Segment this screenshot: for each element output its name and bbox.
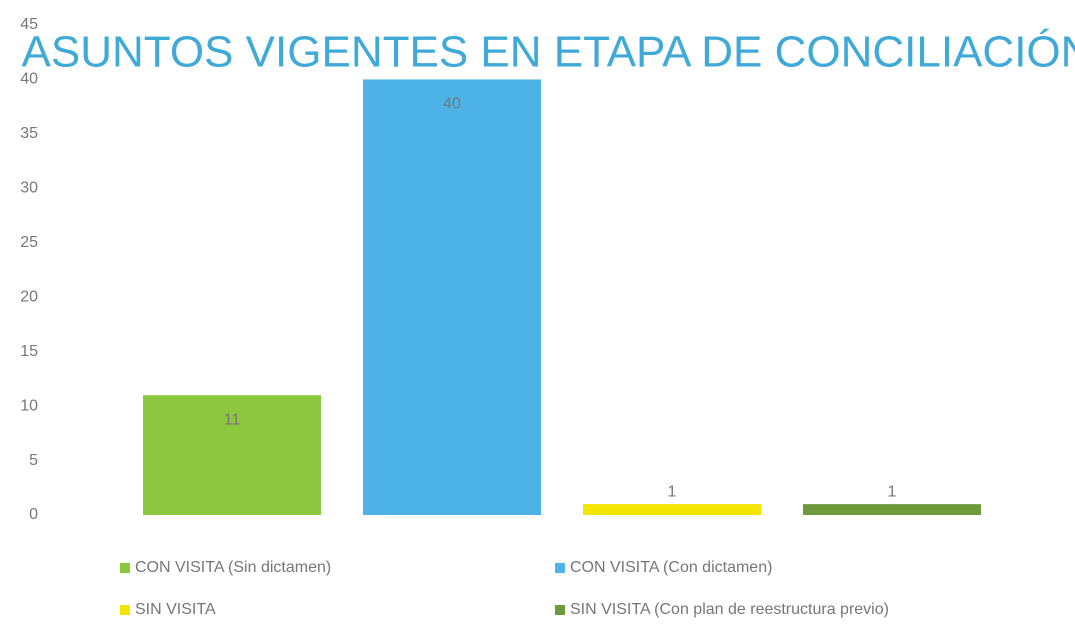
y-tick-label: 25 <box>20 234 38 251</box>
bar <box>143 395 321 515</box>
bar <box>583 504 761 515</box>
y-tick-label: 35 <box>20 125 38 142</box>
y-tick-label: 40 <box>20 71 38 88</box>
y-tick-label: 45 <box>20 16 38 33</box>
chart-title: ASUNTOS VIGENTES EN ETAPA DE CONCILIACIÓ… <box>22 28 1075 77</box>
y-tick-label: 30 <box>20 180 38 197</box>
legend-label: SIN VISITA <box>135 601 216 618</box>
y-tick-label: 0 <box>29 506 38 523</box>
y-tick-label: 5 <box>29 452 38 469</box>
data-label: 1 <box>888 483 897 500</box>
legend-swatch <box>555 563 565 573</box>
legend-label: SIN VISITA (Con plan de reestructura pre… <box>570 601 889 618</box>
legend-label: CON VISITA (Sin dictamen) <box>135 559 331 576</box>
bar <box>803 504 981 515</box>
data-label: 40 <box>443 96 461 113</box>
data-label: 11 <box>224 411 241 428</box>
legend-label: CON VISITA (Con dictamen) <box>570 559 772 576</box>
y-tick-label: 20 <box>20 288 38 305</box>
legend-swatch <box>120 605 130 615</box>
bar <box>363 79 541 515</box>
y-tick-label: 10 <box>20 397 38 414</box>
legend-swatch <box>555 605 565 615</box>
data-label: 1 <box>668 483 677 500</box>
y-tick-label: 15 <box>20 343 38 360</box>
legend-swatch <box>120 563 130 573</box>
